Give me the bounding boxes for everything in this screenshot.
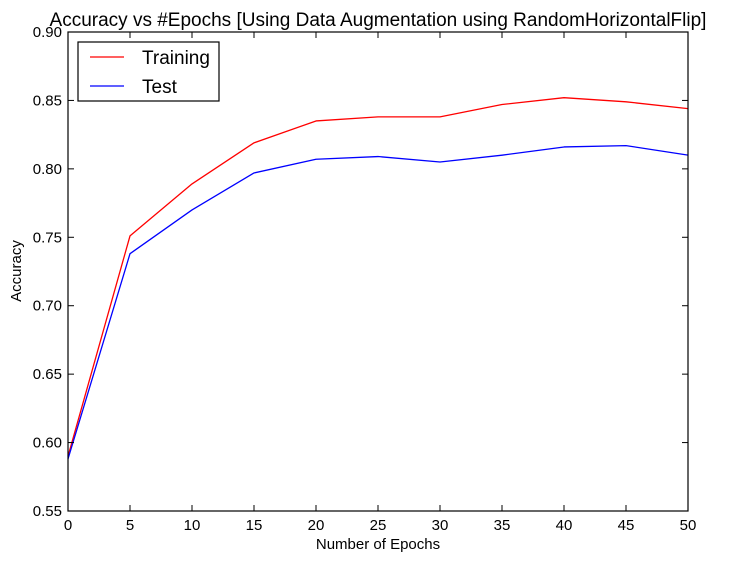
y-tick-label: 0.70 <box>33 298 62 315</box>
y-tick-label: 0.55 <box>33 503 62 520</box>
y-tick-label: 0.75 <box>33 229 62 246</box>
axis-ticks-layer: 0 5 10 15 20 25 30 35 40 45 50 0.55 0.60 0.65 0.70 0.75… <box>33 24 697 534</box>
legend-label-test: Test <box>142 77 178 98</box>
legend-box <box>77 41 220 102</box>
y-tick-label: 0.85 <box>33 92 62 109</box>
plot-data-layer <box>67 97 689 460</box>
x-tick-label: 30 <box>432 517 449 534</box>
x-tick-label: 40 <box>556 517 573 534</box>
y-tick-label: 0.90 <box>33 24 62 41</box>
y-axis-label: Accuracy <box>8 240 25 302</box>
y-tick-label: 0.80 <box>33 161 62 178</box>
x-tick-label: 35 <box>494 517 511 534</box>
y-tick-label: 0.60 <box>33 435 62 452</box>
plot-frame <box>67 31 689 512</box>
x-tick-label: 25 <box>370 517 387 534</box>
x-tick-label: 0 <box>64 517 72 534</box>
x-tick-label: 10 <box>184 517 201 534</box>
x-tick-label: 20 <box>308 517 325 534</box>
x-axis-label: Number of Epochs <box>316 536 440 553</box>
y-tick-label: 0.65 <box>33 366 62 383</box>
x-tick-label: 5 <box>126 517 134 534</box>
legend: Training Test <box>77 41 220 102</box>
legend-label-training: Training <box>142 48 210 69</box>
x-tick-label: 45 <box>618 517 635 534</box>
x-tick-label: 50 <box>680 517 697 534</box>
chart-title: Accuracy vs #Epochs [Using Data Augmenta… <box>50 10 707 31</box>
x-tick-label: 15 <box>246 517 263 534</box>
